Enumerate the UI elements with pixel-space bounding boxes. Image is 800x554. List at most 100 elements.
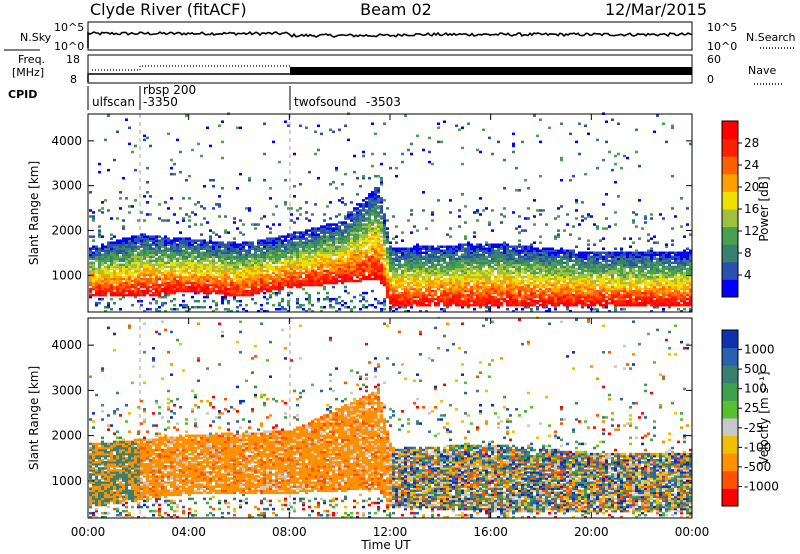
heatmap-cell (113, 261, 116, 265)
heatmap-cell (122, 277, 125, 281)
heatmap-cell (227, 275, 230, 279)
heatmap-cell (374, 174, 377, 178)
heatmap-cell (533, 301, 536, 305)
heatmap-cell (92, 265, 95, 269)
heatmap-cell (251, 267, 254, 271)
heatmap-cell (461, 261, 464, 265)
heatmap-cell (458, 293, 461, 297)
heatmap-cell (443, 283, 446, 287)
heatmap-cell (236, 277, 239, 281)
heatmap-cell (428, 275, 431, 279)
heatmap-cell (377, 199, 380, 202)
heatmap-cell (176, 261, 179, 265)
heatmap-cell (158, 235, 161, 238)
heatmap-cell (107, 247, 110, 251)
heatmap-cell (554, 251, 557, 255)
heatmap-cell (182, 237, 185, 240)
heatmap-cell (440, 263, 443, 267)
heatmap-cell (524, 271, 527, 275)
heatmap-cell (437, 287, 440, 291)
heatmap-cell (158, 291, 161, 295)
heatmap-cell (533, 199, 536, 202)
heatmap-cell (278, 249, 281, 253)
heatmap-cell (317, 148, 320, 152)
heatmap-cell (476, 255, 479, 259)
heatmap-cell (437, 283, 440, 287)
heatmap-cell (539, 285, 542, 289)
heatmap-cell (365, 275, 368, 279)
heatmap-cell (326, 237, 329, 240)
heatmap-cell (284, 253, 287, 257)
heatmap-cell (497, 291, 500, 295)
heatmap-cell (101, 243, 104, 246)
heatmap-cell (512, 281, 515, 285)
heatmap-cell (92, 287, 95, 291)
heatmap-cell (281, 273, 284, 277)
heatmap-cell (512, 293, 515, 297)
heatmap-cell (380, 223, 383, 226)
heatmap-cell (365, 213, 368, 216)
heatmap-cell (311, 263, 314, 267)
heatmap-cell (227, 283, 230, 287)
heatmap-cell (191, 257, 194, 261)
heatmap-cell (512, 257, 515, 261)
heatmap-cell (467, 122, 470, 126)
heatmap-cell (128, 289, 131, 293)
heatmap-cell (98, 233, 101, 236)
heatmap-cell (413, 293, 416, 297)
heatmap-cell (173, 275, 176, 279)
heatmap-cell (260, 265, 263, 269)
heatmap-cell (314, 229, 317, 232)
heatmap-cell (167, 273, 170, 277)
heatmap-cell (293, 247, 296, 251)
heatmap-cell (377, 239, 380, 242)
heatmap-cell (212, 255, 215, 259)
heatmap-cell (293, 249, 296, 253)
heatmap-cell (545, 279, 548, 283)
heatmap-cell (323, 229, 326, 232)
heatmap-cell (185, 247, 188, 251)
heatmap-cell (305, 309, 308, 313)
heatmap-cell (290, 237, 293, 240)
heatmap-cell (173, 243, 176, 246)
heatmap-cell (383, 199, 386, 202)
heatmap-cell (428, 299, 431, 303)
heatmap-cell (311, 249, 314, 253)
heatmap-cell (200, 257, 203, 261)
heatmap-cell (335, 253, 338, 257)
heatmap-cell (488, 251, 491, 255)
heatmap-cell (98, 281, 101, 285)
heatmap-cell (227, 267, 230, 271)
heatmap-cell (332, 305, 335, 309)
heatmap-cell (107, 275, 110, 279)
heatmap-cell (197, 305, 200, 309)
heatmap-cell (422, 209, 425, 212)
heatmap-cell (488, 267, 491, 271)
heatmap-cell (89, 289, 92, 293)
heatmap-cell (530, 255, 533, 259)
heatmap-cell (566, 263, 569, 267)
heatmap-cell (377, 221, 380, 224)
heatmap-cell (251, 297, 254, 301)
heatmap-cell (509, 249, 512, 253)
heatmap-cell (431, 213, 434, 216)
heatmap-cell (122, 237, 125, 240)
heatmap-cell (176, 283, 179, 287)
heatmap-cell (248, 277, 251, 281)
heatmap-cell (503, 291, 506, 295)
heatmap-cell (164, 281, 167, 285)
heatmap-cell (203, 285, 206, 289)
heatmap-cell (566, 291, 569, 295)
heatmap-cell (485, 293, 488, 297)
heatmap-cell (233, 283, 236, 287)
heatmap-cell (446, 261, 449, 265)
heatmap-cell (527, 303, 530, 307)
heatmap-cell (287, 293, 290, 297)
heatmap-cell (209, 239, 212, 242)
heatmap-cell (485, 275, 488, 279)
heatmap-cell (416, 277, 419, 281)
heatmap-cell (518, 265, 521, 269)
heatmap-cell (509, 255, 512, 259)
heatmap-cell (515, 265, 518, 269)
heatmap-cell (236, 253, 239, 257)
